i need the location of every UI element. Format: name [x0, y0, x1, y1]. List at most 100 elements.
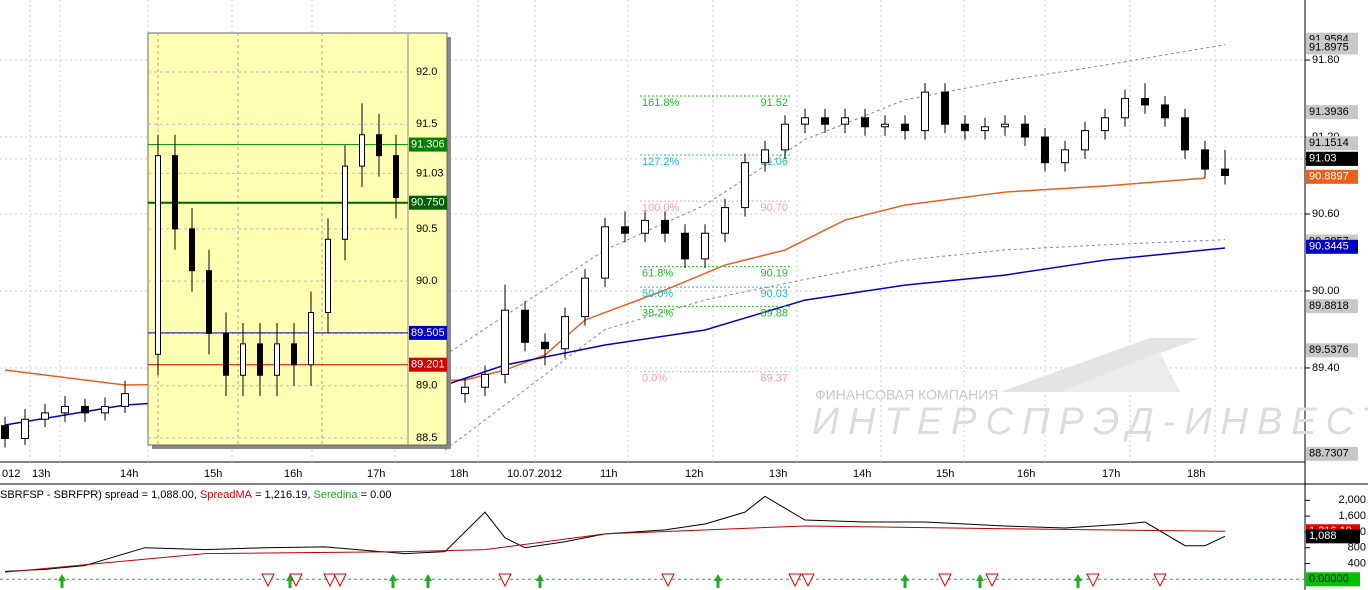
price-tag-label: 0.00000 — [1309, 573, 1349, 585]
fib-label: 61.8% — [642, 268, 673, 280]
time-label: 12h — [685, 468, 703, 480]
time-label: 11h — [600, 468, 618, 480]
y-tick-label: 91.5 — [416, 118, 437, 130]
price-tag-label: 90.8897 — [1309, 171, 1349, 183]
buy-signal — [536, 574, 544, 588]
candle-body — [342, 165, 348, 240]
candle-body — [581, 277, 589, 318]
sell-signal — [1086, 573, 1100, 588]
candle-body — [257, 343, 263, 376]
indicator-line — [444, 239, 1226, 451]
sell-signal — [261, 573, 275, 588]
sell-signal — [1153, 573, 1167, 588]
candle-body — [1001, 123, 1009, 128]
y-tick-label: 92.0 — [416, 66, 437, 78]
time-label: 16h — [1017, 468, 1035, 480]
candle-body — [781, 123, 789, 151]
logo — [1060, 352, 1180, 392]
candle-body — [359, 134, 365, 167]
buy-signal — [424, 574, 432, 588]
candle-body — [821, 117, 829, 125]
candle-body — [721, 207, 729, 234]
y-tick-label: 90.60 — [1312, 208, 1340, 220]
buy-signal — [1074, 574, 1082, 588]
candle-body — [901, 123, 909, 132]
y-tick-label: 89.0 — [416, 380, 437, 392]
candle-body — [1, 425, 9, 440]
candle-body — [1161, 104, 1169, 119]
price-tag — [1306, 343, 1358, 358]
candle-body — [701, 232, 709, 260]
y-tick-label: 800 — [1348, 542, 1366, 554]
candle-body — [155, 155, 161, 355]
price-tag-label: 90.3445 — [1309, 241, 1349, 253]
y-tick-label: 1,600 — [1338, 510, 1366, 522]
candle-body — [941, 91, 949, 125]
price-tag — [1306, 572, 1360, 587]
buy-signal — [58, 574, 66, 588]
candle-body — [861, 117, 869, 128]
candle-body — [393, 155, 399, 198]
candle-body — [481, 373, 489, 388]
price-tag — [1306, 529, 1360, 544]
buy-signal — [976, 574, 984, 588]
legend-text: SpreadMA — [200, 489, 253, 501]
candle-body — [1061, 149, 1069, 164]
y-tick-label: 91.03 — [416, 167, 444, 179]
time-label: 14h — [853, 468, 871, 480]
price-tag-label: 91.1514 — [1309, 137, 1349, 149]
inset-panel — [147, 32, 448, 446]
price-tag-label: 89.8818 — [1309, 300, 1349, 312]
price-tag-label: 91.306 — [411, 138, 445, 150]
price-tag-label: 88.7307 — [1309, 448, 1349, 460]
y-tick-label: 90.0 — [416, 275, 437, 287]
y-tick-label: 91.80 — [1312, 54, 1340, 66]
candle-body — [172, 155, 178, 230]
candle-body — [601, 226, 609, 279]
watermark-name: ИНТЕРСПРЭД-ИНВЕСТ — [812, 401, 1368, 443]
candle-body — [501, 309, 509, 375]
price-tag-label: 89.5376 — [1309, 344, 1349, 356]
time-label: 15h — [204, 468, 222, 480]
candle-body — [81, 405, 89, 414]
candle-body — [681, 232, 689, 260]
candle-body — [376, 134, 382, 157]
candle-body — [1121, 98, 1129, 119]
price-tag-label: 91.8975 — [1309, 41, 1349, 53]
y-tick-label: 90.00 — [1312, 285, 1340, 297]
candle-body — [240, 343, 246, 376]
time-label: 17h — [1102, 468, 1120, 480]
candle-body — [461, 386, 469, 395]
price-tag — [1306, 105, 1358, 120]
time-label: 15h — [936, 468, 954, 480]
time-label: 17h — [367, 468, 385, 480]
candle-body — [561, 316, 569, 350]
sell-signal — [333, 573, 347, 588]
time-label: 16h — [284, 468, 302, 480]
y-tick-label: 2,000 — [1338, 494, 1366, 506]
candle-body — [801, 117, 809, 125]
candle-body — [661, 219, 669, 234]
y-tick-label: 400 — [1348, 557, 1366, 569]
price-tag — [409, 325, 447, 340]
price-tag — [1306, 169, 1358, 184]
candle-body — [921, 91, 929, 132]
price-tag — [1306, 40, 1358, 55]
price-tag — [409, 195, 447, 210]
buy-signal — [901, 574, 909, 588]
price-tag-label: 1,088 — [1309, 530, 1337, 542]
candle-body — [621, 226, 629, 234]
sell-signal — [498, 573, 512, 588]
legend-text: Seredina — [313, 489, 358, 501]
watermark-company: ФИНАНСОВАЯ КОМПАНИЯ — [815, 387, 998, 403]
price-tag-label: 89.201 — [411, 359, 445, 371]
candle-body — [1221, 168, 1229, 177]
candle-body — [41, 412, 49, 420]
candle-body — [61, 405, 69, 414]
candle-body — [961, 123, 969, 132]
candle-body — [541, 341, 549, 350]
fib-price: 91.52 — [760, 97, 788, 109]
price-tag-label: 90.750 — [411, 197, 445, 209]
fib-label: 50.0% — [642, 288, 673, 300]
